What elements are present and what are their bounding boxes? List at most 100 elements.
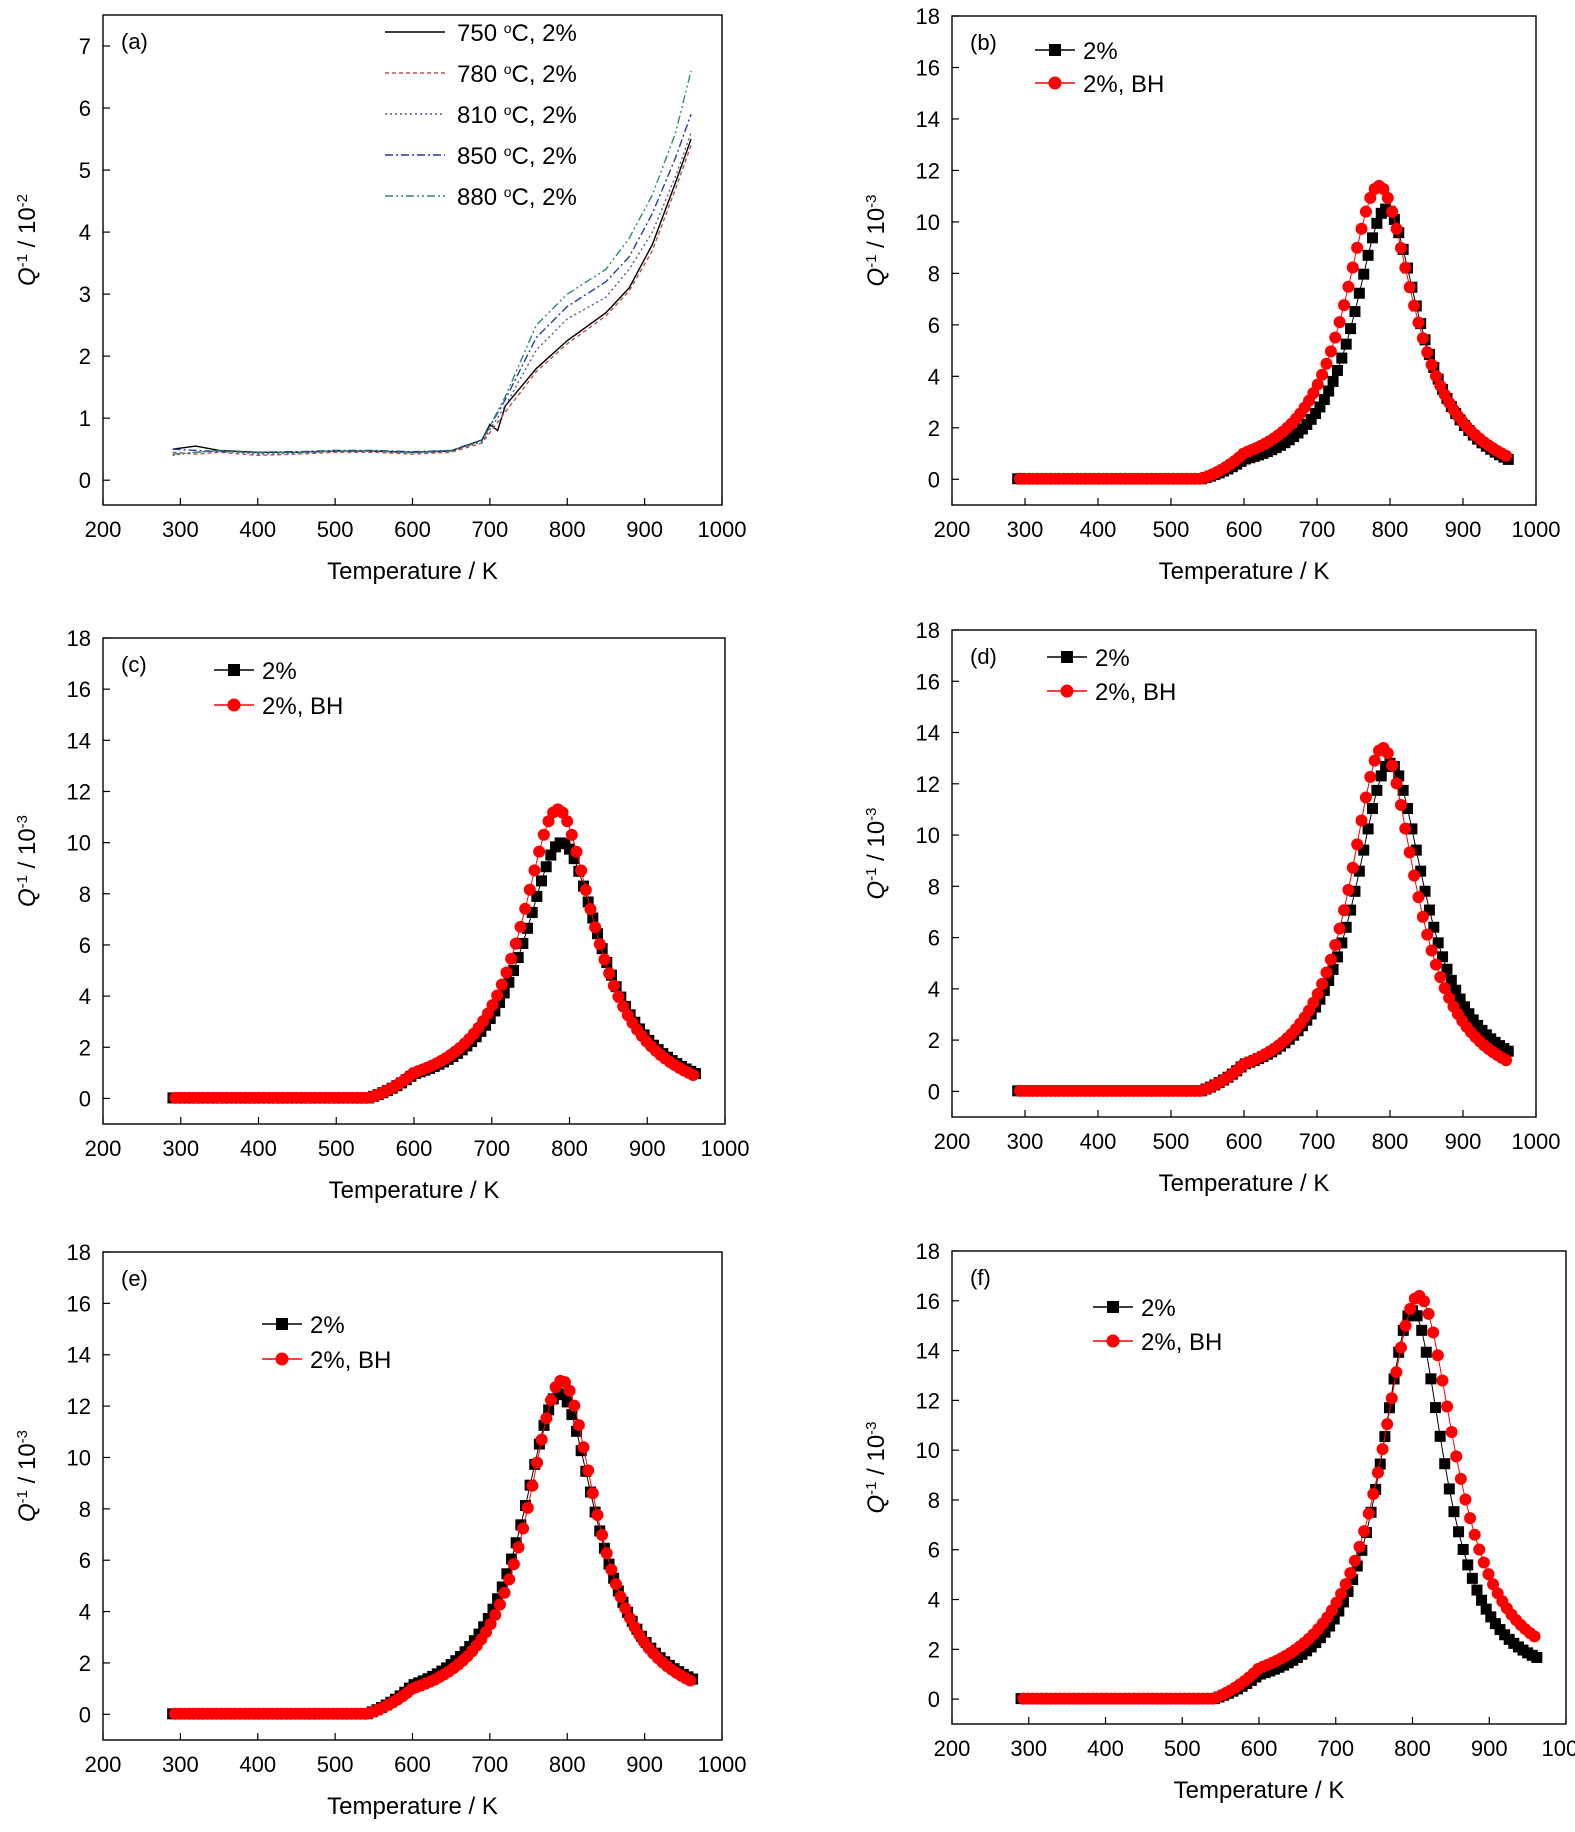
x-tick-label: 300 [1010, 1736, 1047, 1761]
legend-entry: 750 oC, 2% [457, 20, 577, 47]
data-point [517, 1522, 530, 1535]
y-axis-label: Q-1 / 10-3 [863, 1421, 891, 1513]
data-point [1351, 241, 1364, 254]
y-axis-label-exp: -3 [863, 1421, 880, 1434]
data-point [1476, 1594, 1488, 1606]
y-tick-label: 8 [928, 874, 940, 899]
data-point [1390, 777, 1403, 790]
data-point [512, 952, 524, 964]
data-point [489, 1005, 501, 1017]
data-point [586, 1487, 599, 1500]
legend-entry-rest: C, 2% [512, 61, 577, 88]
legend-entry-rest: C, 2% [512, 20, 577, 47]
data-point [1371, 1466, 1384, 1479]
data-point [1323, 385, 1335, 397]
data-point [1324, 345, 1337, 358]
legend-entry: 880 oC, 2% [457, 184, 577, 211]
chart-panel-4: 200 300 400 500 600 700 800 900 1000 0 2 4 6 8 10 12 14 1… [14, 1240, 747, 1820]
y-tick-label: 12 [916, 158, 940, 183]
y-tick-label: 6 [928, 926, 940, 951]
x-tick-label: 400 [1080, 517, 1117, 542]
y-tick-label: 2 [79, 1035, 91, 1060]
y-tick-label: 0 [79, 1086, 91, 1111]
data-point [1376, 1443, 1389, 1456]
legend-swatch-marker [228, 664, 240, 676]
data-point [1419, 885, 1431, 897]
legend-entry-rest: C, 2% [512, 143, 577, 170]
data-point [496, 1581, 508, 1593]
data-point [1450, 1450, 1463, 1463]
data-point [536, 875, 548, 887]
y-tick-label: 16 [916, 55, 940, 80]
x-tick-label: 500 [1164, 1736, 1201, 1761]
data-point [519, 902, 532, 915]
data-point [1323, 975, 1335, 987]
data-point [1394, 1341, 1407, 1354]
x-tick-label: 600 [1226, 517, 1263, 542]
data-point [1399, 822, 1412, 835]
data-point [1402, 803, 1414, 815]
series-line-1 [172, 145, 692, 457]
y-tick-label: 8 [79, 1497, 91, 1522]
data-point [1425, 1373, 1437, 1385]
data-point [1406, 823, 1418, 835]
data-point [1500, 449, 1513, 462]
x-tick-label: 1000 [701, 1136, 750, 1161]
data-point [1344, 1567, 1357, 1580]
data-point [493, 1598, 506, 1611]
legend-entry-rest: C, 2% [512, 184, 577, 211]
data-point [1333, 1605, 1345, 1617]
chart-panel-2: 200 300 400 500 600 700 800 900 1000 0 2 4 6 8 10 12 14 1… [14, 626, 750, 1204]
data-point [1314, 401, 1326, 413]
x-axis-label: Temperature / K [327, 1793, 498, 1820]
data-point [1329, 939, 1342, 952]
series-line-3 [172, 114, 692, 453]
data-point [1381, 1418, 1394, 1431]
data-point [1421, 928, 1434, 941]
data-point [582, 1464, 595, 1477]
x-tick-label: 300 [162, 517, 199, 542]
x-tick-label: 300 [1007, 517, 1044, 542]
data-point [566, 1409, 578, 1421]
y-axis-label-unit: / 10 [14, 828, 41, 875]
panel-letter: (d) [970, 644, 997, 669]
y-tick-label: 6 [928, 1538, 940, 1563]
data-point [1355, 814, 1368, 827]
data-point [535, 1433, 548, 1446]
legend-entry-deg: o [504, 102, 512, 118]
data-point [1307, 996, 1320, 1009]
data-point [591, 928, 603, 940]
legend-swatch-marker [1061, 651, 1073, 663]
data-point [623, 1612, 636, 1625]
y-axis-label-unit: / 10 [863, 208, 890, 255]
legend-entry: 2% [1083, 38, 1118, 65]
data-point [1320, 966, 1333, 979]
x-tick-label: 400 [240, 1136, 277, 1161]
data-point [507, 1558, 520, 1571]
x-tick-label: 900 [629, 1136, 666, 1161]
data-point [1349, 885, 1361, 897]
data-point [605, 1563, 618, 1576]
y-tick-label: 2 [79, 344, 91, 369]
data-point [491, 989, 504, 1002]
data-point [492, 1593, 504, 1605]
data-point [1458, 1001, 1470, 1013]
plot-frame [951, 15, 1537, 506]
data-point [584, 903, 597, 916]
y-tick-label: 18 [916, 618, 940, 643]
x-tick-label: 700 [472, 517, 509, 542]
y-tick-label: 0 [928, 467, 940, 492]
y-tick-label: 7 [79, 34, 91, 59]
data-point [1358, 268, 1370, 280]
data-point [1364, 770, 1377, 783]
data-point [1412, 316, 1425, 329]
data-point [1408, 869, 1421, 882]
data-point [1328, 1613, 1340, 1625]
data-point [498, 987, 510, 999]
data-point [598, 953, 611, 966]
x-tick-label: 900 [1471, 1736, 1508, 1761]
data-point [1502, 1045, 1514, 1057]
data-point [1349, 306, 1361, 318]
y-tick-label: 14 [916, 1339, 940, 1364]
data-point [505, 952, 518, 965]
